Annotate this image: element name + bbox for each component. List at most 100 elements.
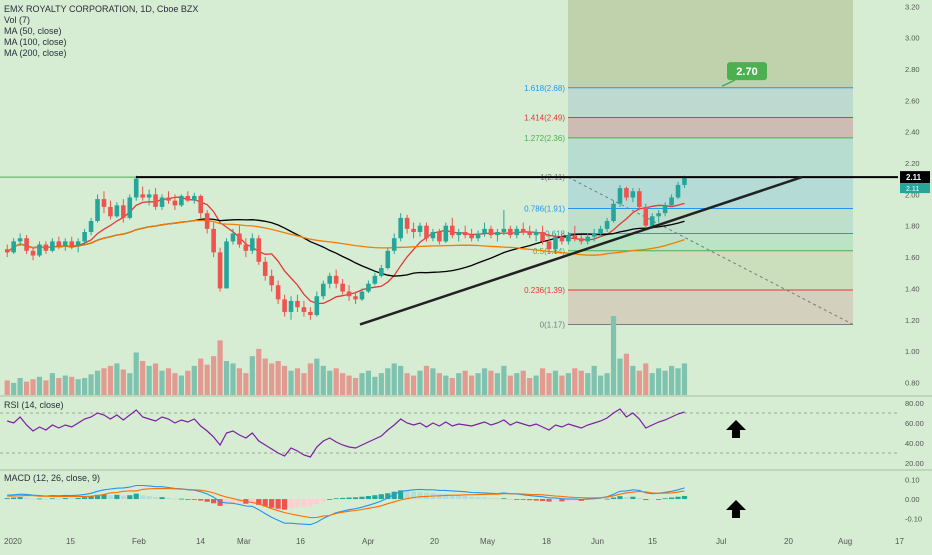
candle-body [327, 275, 333, 284]
volume-bar [494, 373, 501, 395]
candle-body [204, 213, 210, 229]
fib-zone [568, 233, 853, 251]
macd-histogram-bar [501, 498, 507, 500]
legend-volume[interactable]: Vol (7) [4, 15, 31, 25]
macd-histogram-bar [320, 499, 326, 502]
time-tick-label: Jul [716, 537, 726, 546]
volume-bar [23, 381, 30, 395]
candle-body [114, 205, 120, 217]
current-price-sublabel: 2.11 [906, 186, 919, 193]
candle-body [404, 217, 410, 229]
volume-bar [675, 368, 681, 395]
macd-histogram-bar [4, 498, 10, 500]
volume-bar [236, 368, 243, 395]
fib-zone [568, 250, 853, 290]
candle-body [385, 250, 391, 269]
rsi-pane [0, 408, 898, 458]
volume-bar [56, 378, 62, 395]
candle-body [353, 296, 358, 300]
macd-histogram-bar [172, 498, 178, 500]
legend-ma200[interactable]: MA (200, close) [4, 48, 67, 58]
volume-bar [501, 365, 507, 395]
price-tick-label: 1.60 [905, 253, 920, 262]
volume-bar [327, 370, 333, 395]
macd-histogram-bar [178, 498, 184, 500]
candle-body [95, 199, 100, 222]
arrow-up-icon [726, 420, 746, 438]
candle-body [256, 238, 262, 262]
macd-histogram-bar [101, 494, 107, 500]
volume-bar [656, 368, 662, 395]
macd-histogram-bar [604, 498, 610, 500]
candle-body [191, 195, 197, 201]
candle-body [17, 238, 23, 242]
volume-bar [681, 363, 688, 395]
macd-histogram-bar [533, 499, 539, 501]
rsi-label[interactable]: RSI (14, close) [4, 400, 64, 410]
macd-label[interactable]: MACD (12, 26, close, 9) [4, 473, 101, 483]
candle-body [391, 238, 397, 251]
candle-body [320, 283, 326, 297]
candle-body [449, 225, 455, 236]
candle-body [133, 178, 139, 198]
signal-line [7, 488, 685, 519]
volume-bar [617, 358, 623, 395]
volume-bar [256, 348, 262, 395]
macd-histogram-bar [36, 498, 43, 500]
legend-ma50[interactable]: MA (50, close) [4, 26, 62, 36]
volume-bar [385, 368, 391, 395]
time-tick-label: Jun [591, 537, 604, 546]
candle-body [217, 252, 223, 289]
volume-bar [469, 375, 475, 395]
candle-body [230, 233, 236, 242]
macd-histogram-bar [236, 499, 243, 504]
fib-level-label: 0.236(1.39) [524, 286, 565, 295]
volume-bar [578, 370, 584, 395]
volume-bar [243, 373, 249, 395]
price-tick-label: 2.60 [905, 96, 920, 105]
candle-body [340, 283, 345, 292]
price-pane: 1.618(2.68)1.414(2.49)1.272(2.36)1(2.11)… [0, 0, 932, 395]
volume-bar [398, 365, 404, 395]
fib-level-label: 1.618(2.68) [524, 84, 565, 93]
arrow-up-icon [726, 500, 746, 518]
time-tick-label: 14 [196, 537, 205, 546]
macd-histogram-bar [146, 496, 152, 500]
candle-body [243, 244, 249, 251]
macd-histogram-bar [643, 499, 649, 501]
macd-histogram-bar [546, 499, 552, 502]
macd-histogram-bar [94, 494, 101, 500]
candle-body [250, 238, 255, 251]
macd-histogram-bar [107, 495, 114, 500]
volume-bar [352, 378, 359, 395]
candle-body [262, 261, 268, 276]
macd-histogram-bar [385, 493, 391, 500]
macd-histogram-bar [223, 499, 230, 505]
volume-price-badge [900, 183, 930, 194]
macd-histogram-bar [681, 495, 688, 500]
candle-body [553, 236, 558, 250]
candle-body [56, 241, 62, 247]
ma50-line [6, 196, 685, 305]
macd-histogram-bar [475, 497, 481, 500]
candle-body [62, 241, 68, 247]
volume-bar [572, 368, 578, 395]
volume-bar [443, 375, 449, 395]
time-tick-label: 17 [895, 537, 904, 546]
legend-ma100[interactable]: MA (100, close) [4, 37, 67, 47]
macd-histogram-bar [668, 497, 675, 500]
candle-body [185, 195, 191, 201]
volume-bar [623, 353, 630, 395]
candle-body [469, 235, 474, 239]
candle-body [566, 235, 571, 242]
fib-zone [568, 289, 853, 325]
volume-bar [436, 373, 442, 395]
candle-body [333, 275, 339, 284]
volume-bar [230, 363, 236, 395]
candle-body [540, 231, 545, 242]
candle-body [69, 241, 75, 247]
volume-bar [320, 365, 326, 395]
volume-bar [107, 365, 114, 395]
